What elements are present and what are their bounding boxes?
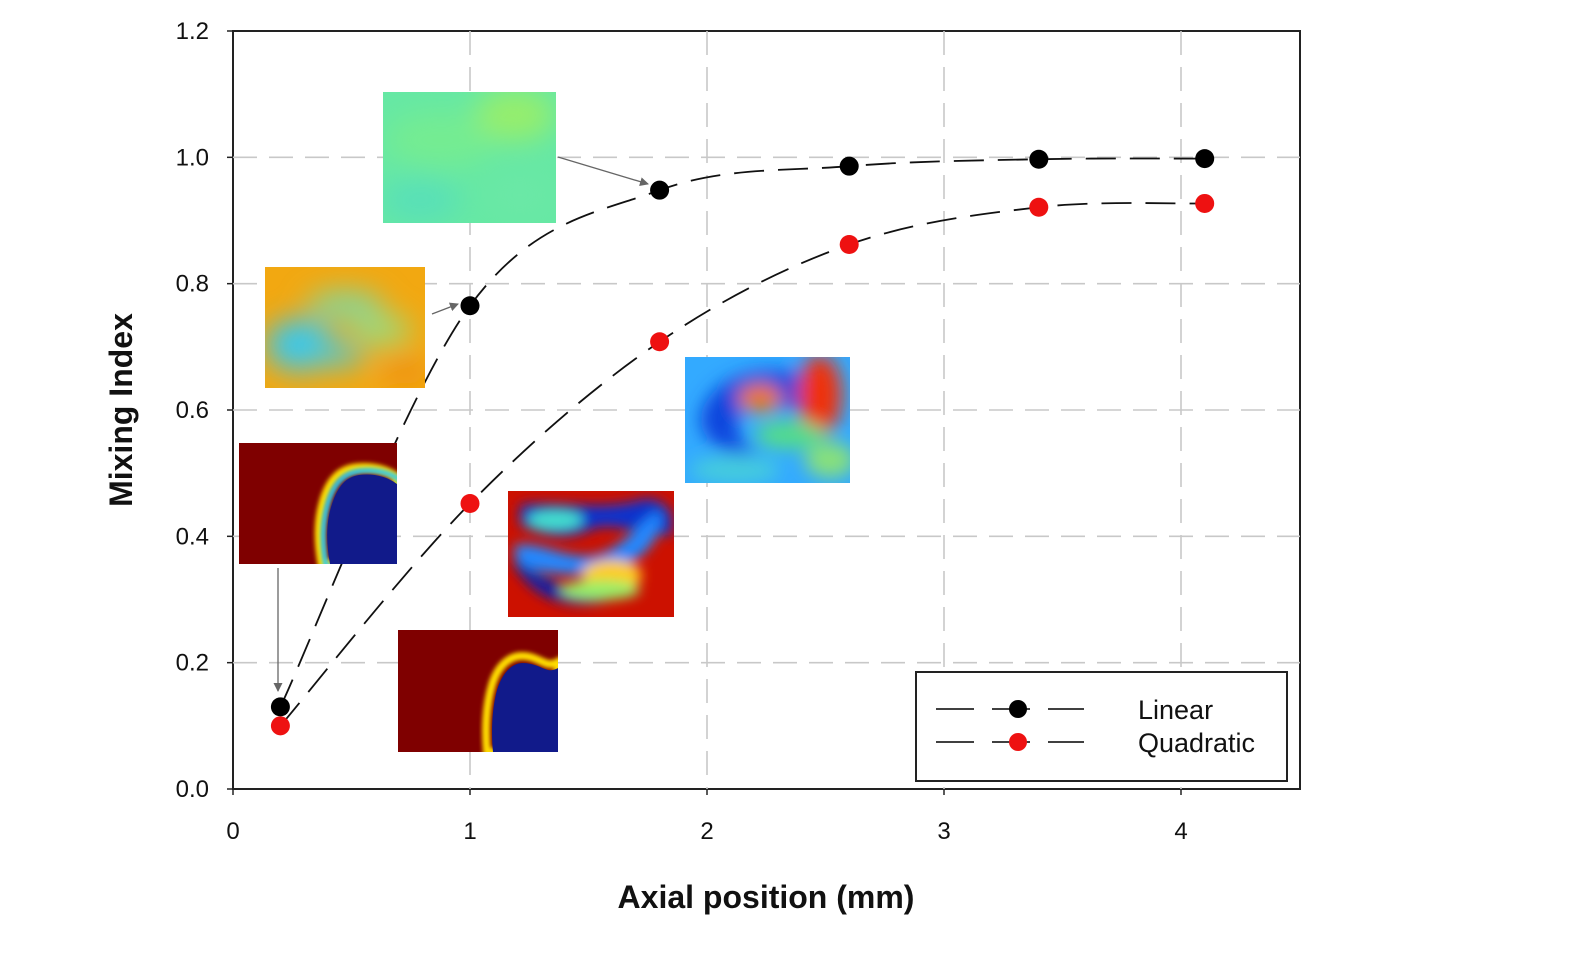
y-tick-label: 1.2 — [176, 18, 209, 45]
annotation-arrows — [273, 156, 649, 692]
data-point-linear — [270, 697, 290, 717]
y-tick-label: 0.2 — [176, 650, 209, 677]
inset-cross-section-linear-1.8mm — [383, 92, 556, 223]
legend-quadratic-label: Quadratic — [1138, 728, 1255, 758]
data-point-quadratic — [460, 493, 480, 513]
arrow-inset-linear-1.0mm — [431, 302, 459, 315]
legend-linear-label: Linear — [1138, 695, 1213, 725]
legend-linear-marker — [1009, 700, 1027, 718]
series-markers — [270, 149, 1215, 736]
y-tick-label: 0.6 — [176, 397, 209, 424]
y-tick-label: 1.0 — [176, 144, 209, 171]
x-tick-label: 2 — [700, 818, 713, 845]
data-point-linear — [650, 180, 670, 200]
legend-box — [915, 671, 1288, 782]
inset-cross-section-quadratic-0.2mm — [398, 630, 558, 752]
inset-cross-section-linear-0.2mm — [239, 443, 397, 564]
y-tick-label: 0.8 — [176, 271, 209, 298]
x-axis-title: Axial position (mm) — [618, 879, 915, 915]
data-point-quadratic — [650, 332, 670, 352]
x-tick-label: 0 — [226, 818, 239, 845]
x-tick-label: 1 — [463, 818, 476, 845]
data-point-quadratic — [1195, 193, 1215, 213]
inset-cross-section-linear-1.0mm — [265, 267, 425, 388]
data-point-linear — [460, 296, 480, 316]
data-point-quadratic — [839, 235, 859, 255]
y-tick-label: 0.4 — [176, 523, 209, 550]
data-point-linear — [1029, 149, 1049, 169]
y-tick-label: 0.0 — [176, 776, 209, 803]
axis-ticks: 0.0 0.2 0.4 0.6 0.8 1.0 1.2 0 1 2 3 4 — [176, 18, 1188, 845]
legend-quadratic-marker — [1009, 733, 1027, 751]
data-point-quadratic — [1029, 197, 1049, 217]
data-point-quadratic — [270, 716, 290, 736]
inset-cross-section-quadratic-1.8mm — [685, 357, 850, 483]
y-axis-title: Mixing Index — [103, 313, 139, 507]
x-tick-label: 3 — [937, 818, 950, 845]
inset-cross-section-quadratic-1.0mm — [508, 491, 674, 617]
data-point-linear — [1195, 149, 1215, 169]
data-point-linear — [839, 156, 859, 176]
x-tick-label: 4 — [1174, 818, 1187, 845]
arrow-inset-linear-1.8mm — [557, 156, 649, 187]
legend: Linear Quadratic — [915, 671, 1288, 782]
